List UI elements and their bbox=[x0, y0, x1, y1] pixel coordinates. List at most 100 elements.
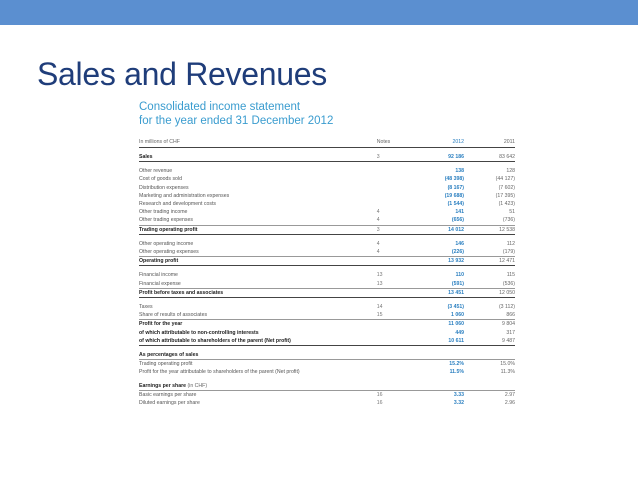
row-value-2012: 11.5% bbox=[449, 369, 465, 376]
row-value-2011: (536) bbox=[502, 280, 515, 287]
header-label: In millions of CHF bbox=[139, 138, 377, 148]
slide-title: Sales and Revenues bbox=[37, 56, 327, 92]
table-row: Financial income 13 110 115 bbox=[139, 271, 515, 279]
row-label: Profit for the year bbox=[139, 319, 377, 329]
row-value-2011: (44 127) bbox=[495, 176, 515, 183]
table-row: Trading operating profit 15.2% 15.0% bbox=[139, 359, 515, 369]
row-value-2011: 12 538 bbox=[464, 224, 515, 235]
row-value-2012: 13 932 bbox=[413, 256, 465, 267]
row-value-2012: (3 451) bbox=[447, 304, 465, 311]
eps-heading: Earnings per share bbox=[139, 382, 186, 389]
statement-title: Consolidated income statement for the ye… bbox=[139, 100, 333, 128]
row-notes: 4 bbox=[376, 209, 380, 216]
row-value-2011: 2.97 bbox=[464, 389, 515, 400]
row-notes: 13 bbox=[376, 272, 383, 279]
row-value-2012: 146 bbox=[455, 240, 465, 247]
row-label: Other operating income bbox=[139, 240, 194, 247]
eps-heading-cell: Earnings per share (in CHF) bbox=[139, 382, 515, 391]
row-notes: 3 bbox=[376, 224, 414, 235]
row-notes: 15 bbox=[376, 312, 383, 319]
row-value-2012: (591) bbox=[451, 280, 465, 287]
income-statement-table: In millions of CHF Notes 2012 2011 Sales… bbox=[139, 138, 515, 407]
row-value-2011: (17 395) bbox=[495, 192, 515, 199]
statement-title-line1: Consolidated income statement bbox=[139, 101, 301, 113]
table-row: Cost of goods sold (48 398) (44 127) bbox=[139, 175, 515, 183]
row-notes bbox=[376, 359, 414, 369]
table-row: Basic earnings per share 16 3.33 2.97 bbox=[139, 389, 515, 400]
row-value-2011: 83 642 bbox=[464, 153, 515, 163]
row-label: Profit for the year attributable to shar… bbox=[139, 369, 300, 376]
table-row: Taxes 14 (3 451) (3 112) bbox=[139, 303, 515, 311]
row-value-2011: 128 bbox=[506, 168, 515, 175]
table-header: In millions of CHF Notes 2012 2011 bbox=[139, 138, 515, 148]
row-notes bbox=[376, 256, 414, 267]
row-notes bbox=[376, 287, 414, 299]
row-notes: 4 bbox=[376, 249, 380, 256]
table-row: Research and development costs (1 544) (1 … bbox=[139, 200, 515, 208]
row-value-2011: 9 487 bbox=[464, 336, 515, 347]
row-value-2011: 9 804 bbox=[464, 319, 515, 329]
row-value-2011: 12 050 bbox=[464, 287, 515, 299]
table-row: Financial expense 13 (591) (536) bbox=[139, 280, 515, 289]
row-notes bbox=[377, 175, 413, 183]
row-label: Basic earnings per share bbox=[139, 389, 377, 400]
table-row: Profit for the year attributable to shar… bbox=[139, 368, 515, 376]
row-label: Financial expense bbox=[139, 280, 181, 287]
header-2011: 2011 bbox=[464, 138, 515, 148]
row-value-2012: 449 bbox=[455, 329, 465, 336]
table-row: of which attributable to shareholders of… bbox=[139, 336, 515, 347]
row-notes: 14 bbox=[376, 304, 383, 311]
row-value-2012: 15.2% bbox=[413, 359, 465, 369]
row-notes bbox=[376, 336, 414, 347]
row-label: of which attributable to non-controlling… bbox=[139, 329, 259, 336]
table-row: Profit for the year 11 060 9 804 bbox=[139, 319, 515, 329]
row-label: of which attributable to shareholders of… bbox=[139, 336, 377, 347]
row-value-2012: (8 167) bbox=[447, 184, 465, 191]
row-value-2011: 112 bbox=[506, 240, 515, 247]
table-row: Other trading expenses 4 (656) (736) bbox=[139, 216, 515, 225]
row-value-2011: (1 423) bbox=[498, 201, 515, 208]
statement-title-line2: for the year ended 31 December 2012 bbox=[139, 115, 334, 127]
row-value-2011: (3 112) bbox=[498, 304, 515, 311]
row-label: Research and development costs bbox=[139, 201, 216, 208]
row-label: Financial income bbox=[139, 272, 178, 279]
eps-heading-unit: (in CHF) bbox=[187, 382, 208, 389]
row-label: Other revenue bbox=[139, 168, 173, 175]
row-notes bbox=[377, 192, 413, 200]
percentages-heading: As percentages of sales bbox=[139, 352, 199, 359]
row-value-2012: 92 186 bbox=[413, 153, 465, 163]
header-2012: 2012 bbox=[413, 138, 465, 148]
table-row: Other operating income 4 146 112 bbox=[139, 240, 515, 248]
table-row: Distribution expenses (8 167) (7 602) bbox=[139, 184, 515, 192]
row-value-2011: 317 bbox=[506, 329, 515, 336]
row-notes bbox=[377, 167, 413, 175]
table-row: Operating profit 13 932 12 471 bbox=[139, 256, 515, 267]
row-label: Cost of goods sold bbox=[139, 176, 182, 183]
row-label: Trading operating profit bbox=[139, 224, 377, 235]
row-notes: 4 bbox=[376, 217, 380, 224]
row-notes: 13 bbox=[376, 280, 383, 287]
row-value-2012: (48 398) bbox=[444, 176, 465, 183]
table-row: Share of results of associates 15 1 060 866 bbox=[139, 311, 515, 320]
row-value-2012: (1 544) bbox=[447, 201, 465, 208]
table-row: Other revenue 138 128 bbox=[139, 167, 515, 175]
section-heading-percentages: As percentages of sales bbox=[139, 351, 515, 360]
table-row: Diluted earnings per share 16 3.32 2.96 bbox=[139, 399, 515, 407]
row-notes: 16 bbox=[376, 389, 414, 400]
row-value-2012: 11 060 bbox=[413, 319, 465, 329]
row-value-2011: (736) bbox=[502, 217, 515, 224]
table-row: Profit before taxes and associates 13 451… bbox=[139, 287, 515, 299]
row-notes: 4 bbox=[376, 240, 380, 247]
row-value-2011: 115 bbox=[506, 272, 515, 279]
row-label: Marketing and administration expenses bbox=[139, 192, 230, 199]
table-row: Sales 3 92 186 83 642 bbox=[139, 153, 515, 163]
row-value-2011: 11.3% bbox=[500, 369, 515, 376]
row-label: Other operating expenses bbox=[139, 249, 199, 256]
row-notes bbox=[377, 184, 413, 192]
row-notes bbox=[377, 200, 413, 208]
row-value-2012: 3.32 bbox=[453, 400, 465, 407]
top-accent-bar bbox=[0, 0, 638, 25]
table-row: Other trading income 4 141 51 bbox=[139, 208, 515, 216]
row-value-2012: 3.33 bbox=[413, 389, 465, 400]
row-value-2011: (179) bbox=[502, 249, 515, 256]
